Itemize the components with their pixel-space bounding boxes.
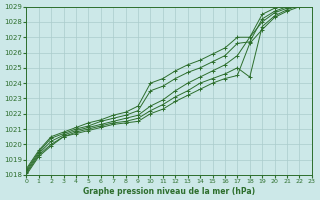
- X-axis label: Graphe pression niveau de la mer (hPa): Graphe pression niveau de la mer (hPa): [83, 187, 255, 196]
